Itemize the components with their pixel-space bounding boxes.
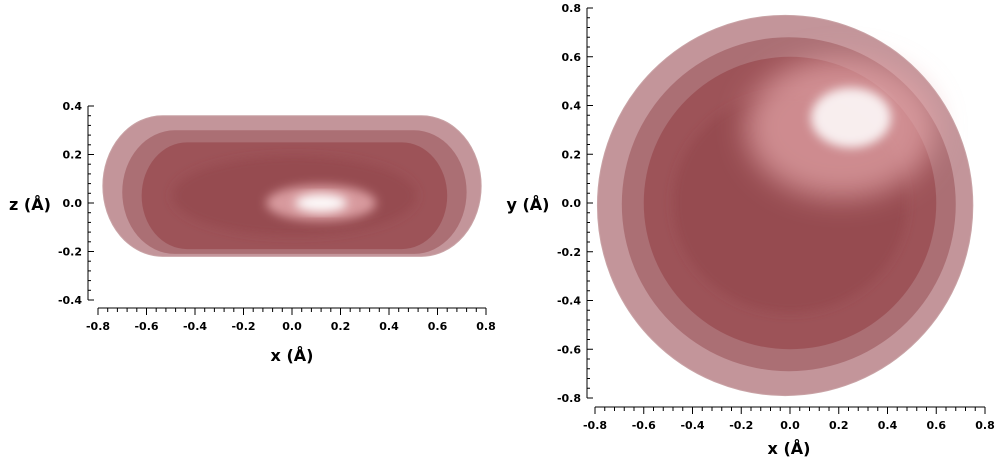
surfaces-side [102,115,482,257]
x-tick-label: 0.0 [282,320,302,333]
highlight-spot [810,87,891,148]
y-tick-label: 0.8 [562,2,582,15]
y-tick-label: -0.8 [557,392,581,405]
y-tick-label: -0.2 [58,246,82,259]
x-axis-side: -0.8 -0.6 -0.4 -0.2 0.0 0.2 0.4 0.6 0.8 [86,307,496,333]
y-tick-label: 0.6 [562,51,582,64]
y-tick-label: 0.0 [63,197,83,210]
y-tick-label: -0.4 [557,295,581,308]
highlight-spot [295,194,348,212]
y-tick-label: -0.6 [557,343,581,356]
highlight-top [745,57,936,198]
x-tick-label: 0.2 [829,419,849,432]
x-tick-label: -0.4 [680,419,704,432]
x-tick-label: -0.6 [134,320,158,333]
chart-top-view: 0.8 0.6 0.4 0.2 0.0 -0.2 -0.4 -0.6 -0.8 -0.8 -0.6… [506,2,994,458]
y-axis-title-side: z (Å) [9,195,51,214]
y-tick-label: 0.0 [562,197,582,210]
x-axis-title-top: x (Å) [768,439,811,458]
x-tick-label: -0.6 [632,419,656,432]
x-tick-label: 0.4 [878,419,898,432]
x-tick-label: -0.8 [583,419,607,432]
chart-side-view: 0.4 0.2 0.0 -0.2 -0.4 -0.8 -0.6 -0.4 -0.2 0.0 0.2… [9,100,496,365]
y-tick-label: 0.4 [63,100,83,113]
x-tick-label: 0.8 [476,320,496,333]
y-tick-label: -0.4 [58,294,82,307]
y-tick-label: 0.4 [562,100,582,113]
x-tick-label: -0.8 [86,320,110,333]
x-tick-label: -0.2 [231,320,255,333]
x-tick-label: 0.4 [379,320,399,333]
x-tick-label: 0.6 [927,419,947,432]
x-tick-label: 0.6 [428,320,448,333]
x-tick-label: -0.4 [183,320,207,333]
x-tick-label: 0.8 [975,419,995,432]
x-tick-label: 0.2 [331,320,351,333]
highlight-side [266,185,377,221]
y-axis-title-top: y (Å) [506,195,549,214]
x-tick-label: -0.2 [729,419,753,432]
x-tick-label: 0.0 [780,419,800,432]
x-axis-top: -0.8 -0.6 -0.4 -0.2 0.0 0.2 0.4 0.6 0.8 [583,406,995,432]
y-tick-label: 0.2 [63,149,83,162]
y-tick-label: -0.2 [557,246,581,259]
y-axis-side: 0.4 0.2 0.0 -0.2 -0.4 [58,100,94,307]
y-axis-top: 0.8 0.6 0.4 0.2 0.0 -0.2 -0.4 -0.6 -0.8 [557,2,593,405]
y-tick-label: 0.2 [562,148,582,161]
x-axis-title-side: x (Å) [271,346,314,365]
